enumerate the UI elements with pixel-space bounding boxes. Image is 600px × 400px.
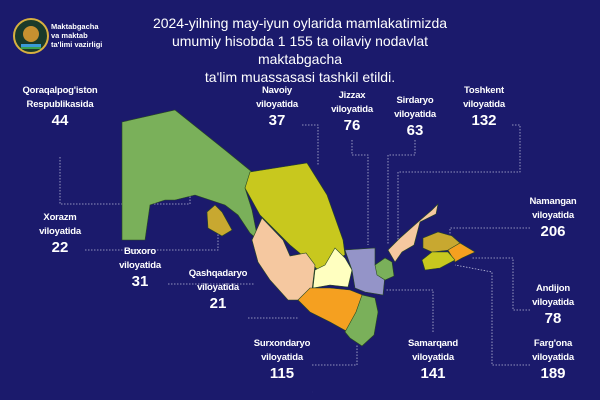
region-count: 132	[471, 112, 497, 129]
region-name: Toshkent	[464, 85, 504, 96]
org-line: Maktabgacha	[51, 22, 99, 31]
region-count: 31	[131, 273, 149, 290]
region-name: Navoiy	[262, 85, 292, 96]
region-name: Sirdaryo	[396, 95, 434, 106]
leader-line	[472, 257, 530, 311]
region-name: Namangan	[529, 196, 577, 207]
region-name: viloyatida	[463, 99, 505, 110]
leader-line	[397, 124, 521, 240]
region-name: viloyatida	[119, 260, 161, 271]
title-line: 2024-yilning may-iyun oylarida mamlakati…	[152, 15, 448, 31]
leader-line	[302, 124, 319, 165]
label-xorazm: Xorazm viloyatida 22	[39, 211, 81, 257]
region-name: Jizzax	[338, 90, 366, 101]
leader-line	[387, 140, 416, 245]
region-count: 76	[343, 117, 361, 134]
region-count: 22	[51, 239, 69, 256]
region-count: 78	[544, 310, 562, 327]
region-count: 44	[51, 112, 69, 129]
label-navoiy: Navoiy viloyatida 37	[256, 84, 298, 130]
region-jizzax	[344, 247, 386, 296]
leader-line	[454, 264, 530, 366]
region-count: 189	[540, 365, 566, 382]
leader-line	[351, 140, 369, 245]
region-name: Xorazm	[43, 212, 77, 223]
region-name: viloyatida	[532, 352, 574, 363]
org-line: va maktab	[51, 31, 88, 40]
region-sirdaryo	[374, 257, 395, 281]
org-line: ta'limi vazirligi	[51, 40, 103, 49]
region-name: viloyatida	[532, 210, 574, 221]
leader-line	[449, 227, 530, 236]
label-namangan: Namangan viloyatida 206	[530, 195, 577, 241]
region-samarqand	[312, 247, 353, 289]
label-qoraqalpogiston: Qoraqalpog'iston Respublikasida 44	[22, 84, 97, 130]
region-name: viloyatida	[39, 226, 81, 237]
region-buxoro	[251, 217, 316, 301]
title-line: ta'lim muassasasi tashkil etildi.	[204, 69, 396, 85]
region-name: viloyatida	[532, 297, 574, 308]
leader-line	[385, 289, 434, 332]
region-name: Buxoro	[123, 246, 157, 257]
label-andijon: Andijon viloyatida 78	[532, 282, 574, 328]
region-toshkent	[387, 203, 439, 263]
region-name: viloyatida	[197, 282, 239, 293]
region-name: Qoraqalpog'iston	[22, 85, 98, 96]
label-surxondaryo: Surxondaryo viloyatida 115	[253, 337, 311, 383]
title-line: umumiy hisobda 1 155 ta oilaviy nodavlat…	[171, 33, 429, 67]
region-name: viloyatida	[412, 352, 454, 363]
region-xorazm	[206, 204, 233, 237]
ministry-emblem-icon	[13, 18, 49, 54]
label-fargona: Farg'ona viloyatida 189	[532, 337, 574, 383]
label-buxoro: Buxoro viloyatida 31	[119, 245, 161, 291]
region-count: 37	[268, 112, 286, 129]
region-name: viloyatida	[261, 352, 303, 363]
region-count: 206	[540, 223, 566, 240]
region-name: Samarqand	[408, 338, 458, 349]
region-count: 141	[420, 365, 446, 382]
label-toshkent: Toshkent viloyatida 132	[463, 84, 505, 130]
region-name: Surxondaryo	[253, 338, 311, 349]
page-title: 2024-yilning may-iyun oylarida mamlakati…	[130, 14, 470, 86]
region-count: 21	[209, 295, 227, 312]
region-name: viloyatida	[331, 104, 373, 115]
region-count: 63	[406, 122, 424, 139]
region-name: Qashqadaryo	[188, 268, 248, 279]
region-name: viloyatida	[256, 99, 298, 110]
region-name: viloyatida	[394, 109, 436, 120]
regions	[121, 109, 476, 347]
region-name: Farg'ona	[533, 338, 573, 349]
leader-line	[85, 232, 219, 251]
region-qoraqalpogiston	[121, 109, 259, 241]
region-name: Respublikasida	[26, 99, 94, 110]
region-count: 115	[269, 365, 295, 382]
region-fargona	[421, 251, 456, 271]
leader-line	[312, 345, 358, 366]
label-sirdaryo: Sirdaryo viloyatida 63	[394, 94, 436, 140]
region-name: Andijon	[536, 283, 570, 294]
ministry-name: Maktabgacha va maktab ta'limi vazirligi	[51, 22, 102, 49]
label-qashqadaryo: Qashqadaryo viloyatida 21	[189, 267, 248, 313]
label-samarqand: Samarqand viloyatida 141	[408, 337, 458, 383]
label-jizzax: Jizzax viloyatida 76	[331, 89, 373, 135]
region-surxondaryo	[344, 294, 379, 347]
